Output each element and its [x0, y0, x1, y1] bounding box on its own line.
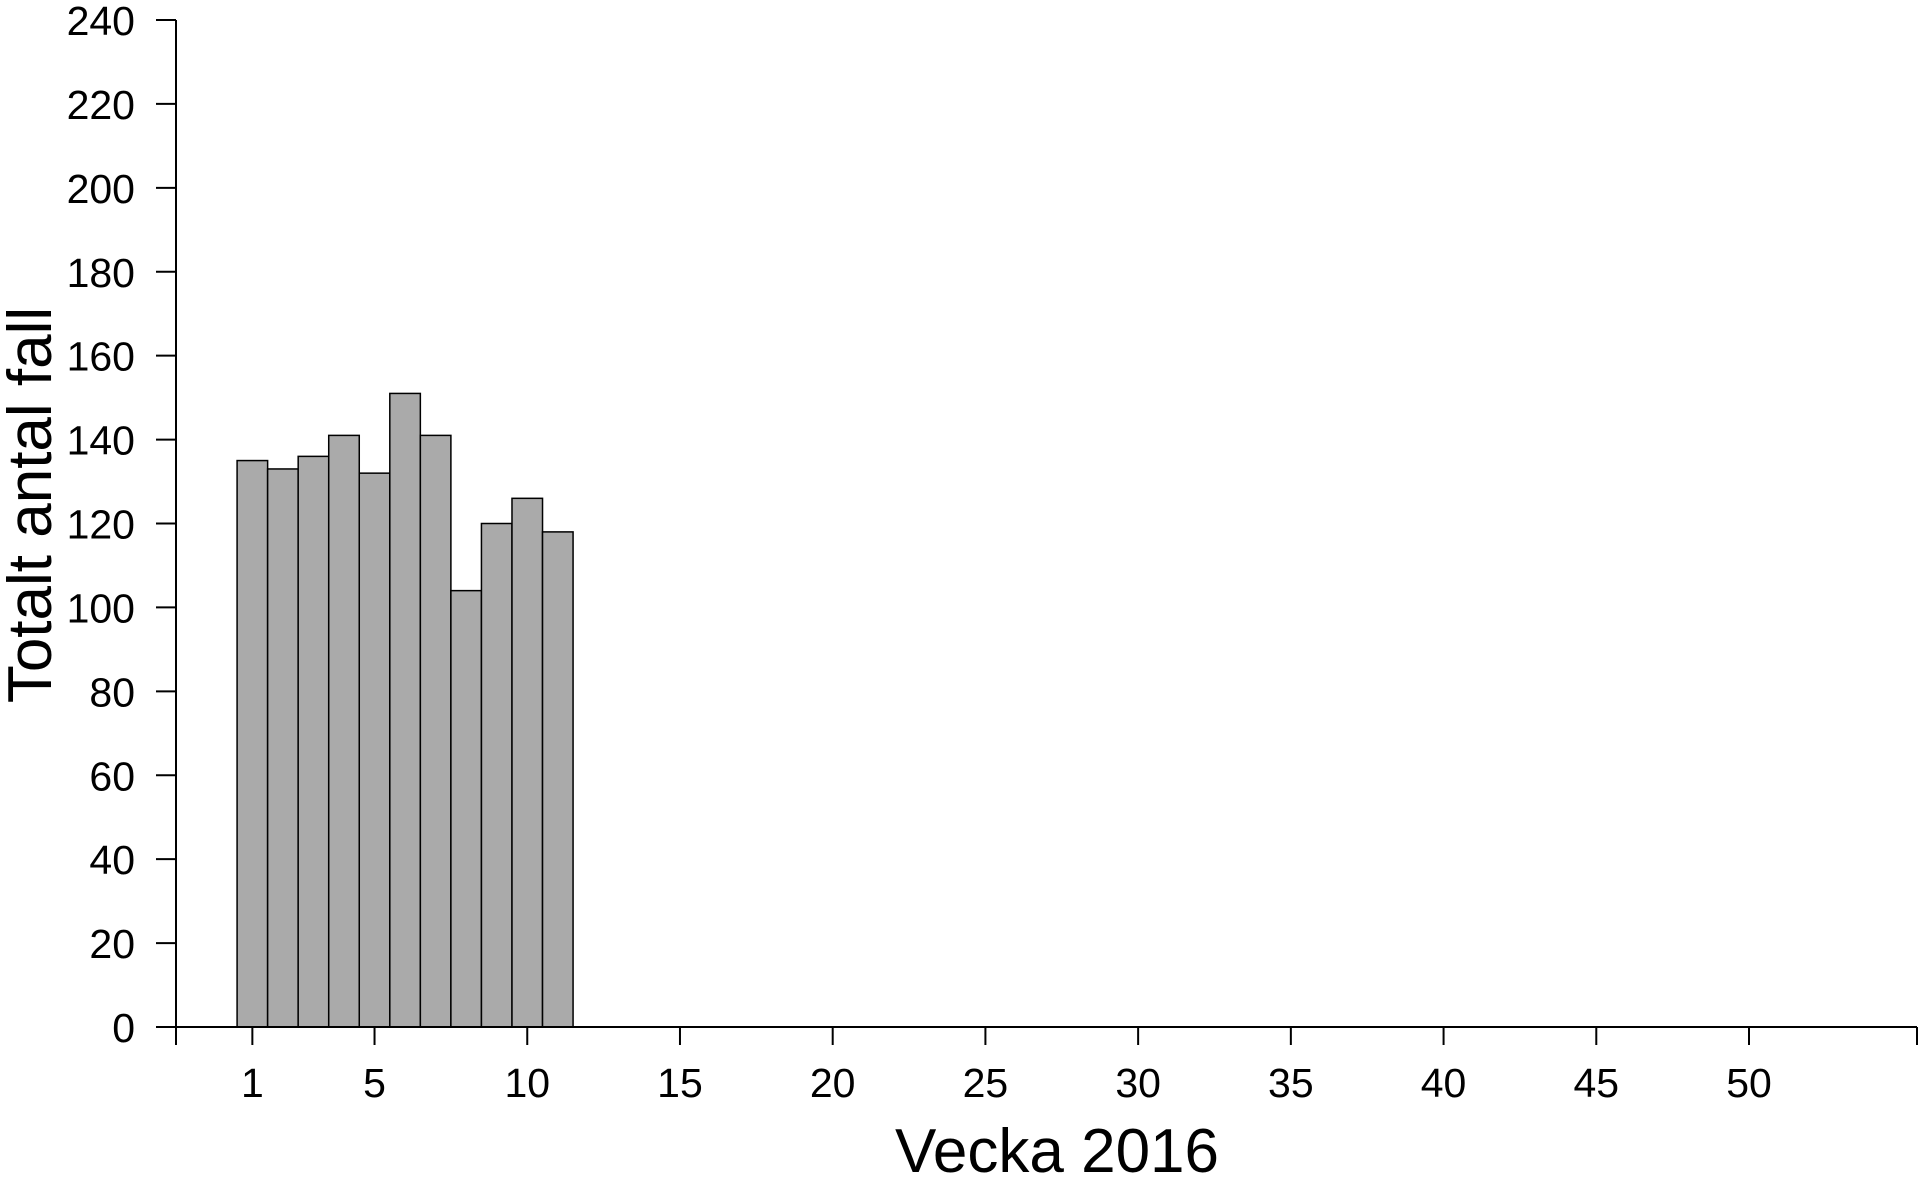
- bar-week-4: [327, 434, 361, 1028]
- y-tick-label-60: 60: [89, 753, 135, 799]
- y-tick-label-40: 40: [89, 837, 135, 883]
- y-tick-label-0: 0: [112, 1005, 135, 1051]
- bar-week-7: [419, 434, 452, 1028]
- bar-week-8: [450, 589, 483, 1028]
- x-axis-title: Vecka 2016: [895, 1117, 1219, 1178]
- x-tick-label-15: 15: [657, 1060, 703, 1106]
- x-tick-label-10: 10: [504, 1060, 550, 1106]
- y-tick-label-120: 120: [67, 502, 135, 548]
- x-tick-label-25: 25: [963, 1060, 1009, 1106]
- bar-week-5: [358, 472, 391, 1028]
- y-tick-label-20: 20: [89, 921, 135, 967]
- bar-week-9: [480, 522, 513, 1028]
- y-tick-label-100: 100: [67, 585, 135, 631]
- y-axis-title: Totalt antal fall: [0, 307, 65, 703]
- y-tick-label-160: 160: [67, 334, 135, 380]
- x-tick-label-20: 20: [810, 1060, 856, 1106]
- y-tick-label-140: 140: [67, 418, 135, 464]
- bar-week-2: [266, 468, 299, 1028]
- x-tick-label-50: 50: [1726, 1060, 1772, 1106]
- bar-week-10: [511, 497, 544, 1028]
- bar-week-6: [389, 392, 422, 1028]
- bar-week-3: [297, 455, 330, 1028]
- bar-week-11: [541, 531, 574, 1028]
- x-tick-label-45: 45: [1573, 1060, 1619, 1106]
- x-tick-label-5: 5: [363, 1060, 386, 1106]
- x-tick-label-1: 1: [241, 1060, 264, 1106]
- y-tick-label-180: 180: [67, 250, 135, 296]
- bar-week-1: [236, 459, 269, 1028]
- bars-group: [236, 392, 574, 1028]
- x-tick-label-30: 30: [1115, 1060, 1161, 1106]
- x-tick-label-40: 40: [1421, 1060, 1467, 1106]
- y-tick-label-80: 80: [89, 669, 135, 715]
- y-tick-label-220: 220: [67, 82, 135, 128]
- y-tick-label-200: 200: [67, 166, 135, 212]
- y-tick-label-240: 240: [67, 0, 135, 44]
- x-tick-label-35: 35: [1268, 1060, 1314, 1106]
